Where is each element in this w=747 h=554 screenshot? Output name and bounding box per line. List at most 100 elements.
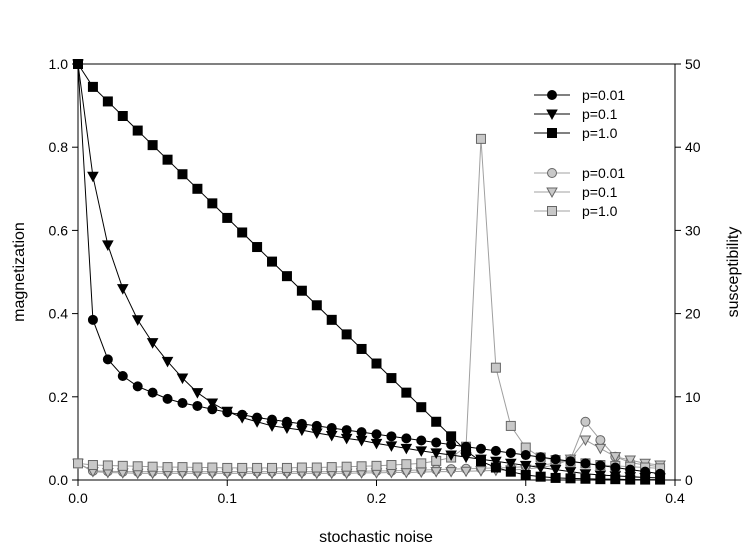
series-left-circle-point bbox=[87, 314, 98, 325]
series-left-triangle-down-point bbox=[490, 456, 502, 468]
series-left-circle-point bbox=[386, 431, 397, 442]
series-right-triangle-down-point bbox=[594, 443, 607, 455]
series-left-triangle-down-point bbox=[534, 462, 547, 474]
y-left-tick-label-0-0: 0.0 bbox=[49, 472, 69, 488]
series-left-square-point bbox=[416, 402, 427, 413]
y-right-tick-label-40: 40 bbox=[685, 139, 701, 155]
series-left-triangle-down-point bbox=[191, 388, 204, 399]
series-left-square-point bbox=[431, 416, 442, 427]
series-left-square-point bbox=[341, 329, 352, 340]
series-right-square-point bbox=[192, 462, 203, 473]
series-left-square-point bbox=[177, 169, 188, 180]
series-left-square-point bbox=[162, 154, 173, 165]
series-left-triangle-down-point bbox=[296, 425, 308, 437]
series-left-circle-point bbox=[416, 435, 427, 446]
series-right-square-point bbox=[296, 462, 307, 473]
series-left-triangle-down-point bbox=[340, 433, 353, 445]
legend-left-square-marker bbox=[547, 128, 557, 138]
series-left-circle-point bbox=[565, 456, 576, 467]
series-right-square-point bbox=[132, 461, 143, 472]
series-right-square-point bbox=[326, 462, 337, 473]
series-right-circle-point bbox=[595, 435, 606, 446]
series-left-circle-line bbox=[77, 63, 661, 475]
legend-left-square-label: p=1.0 bbox=[582, 125, 618, 141]
y-axis-left-label: magnetization bbox=[11, 222, 28, 322]
y-left-tick-label-0-2: 0.2 bbox=[49, 389, 69, 405]
y-right-tick-label-10: 10 bbox=[685, 389, 701, 405]
series-left-square-point bbox=[490, 462, 501, 473]
series-left-triangle-down-point bbox=[370, 438, 383, 450]
series-right-square-line bbox=[77, 138, 661, 469]
series-right-square-point bbox=[117, 460, 128, 471]
y-right-tick-label-20: 20 bbox=[685, 306, 701, 322]
series-left-square-point bbox=[446, 431, 457, 442]
series-left-triangle-down-point bbox=[311, 428, 323, 439]
series-left-square-point bbox=[386, 373, 397, 384]
series-right-square-point bbox=[102, 460, 113, 471]
series-left-triangle-down-point bbox=[131, 315, 144, 326]
legend: p=0.01 p=0.1 p=1.0 p=0.01 p=0.1 p=1.0 bbox=[534, 87, 625, 219]
legend-right-circle-label: p=0.01 bbox=[582, 165, 625, 181]
series-right-triangle-down-line bbox=[77, 439, 661, 474]
y-axis-right-label: susceptibility bbox=[725, 227, 742, 318]
series-left-square-point bbox=[625, 474, 636, 485]
series-left-circle bbox=[73, 59, 666, 479]
series-left-triangle-down-point bbox=[102, 240, 114, 251]
series-right-square-point bbox=[416, 458, 427, 469]
series-left-triangle-down-point bbox=[236, 413, 248, 424]
series-right-square-point bbox=[73, 458, 83, 469]
series-left-triangle-down-point bbox=[161, 356, 174, 368]
series-left-triangle-down-point bbox=[266, 421, 278, 432]
series-right-square-point bbox=[222, 462, 233, 473]
series-left-square-point bbox=[461, 445, 472, 456]
series-left-triangle-down-point bbox=[415, 446, 428, 457]
series-left-circle-point bbox=[117, 371, 128, 381]
series-left-circle-point bbox=[550, 454, 561, 465]
series-left-square-point bbox=[550, 472, 561, 483]
x-axis-label: stochastic noise bbox=[319, 529, 433, 546]
series-left-triangle-down-point bbox=[549, 465, 562, 476]
series-right-triangle-down-point bbox=[445, 467, 457, 478]
series-left-triangle-down bbox=[72, 59, 666, 484]
legend-left-circle-label: p=0.01 bbox=[582, 87, 625, 103]
y-right-tick-label-30: 30 bbox=[685, 222, 701, 238]
series-right-triangle-down-point bbox=[624, 455, 637, 467]
series-left-triangle-down-point bbox=[87, 171, 99, 183]
series-left-square-point bbox=[595, 474, 606, 485]
series-left-triangle-down-point bbox=[564, 467, 577, 478]
legend-right-circle-marker bbox=[547, 168, 557, 178]
series-left-triangle-down-point bbox=[281, 423, 293, 434]
series-layer bbox=[72, 59, 666, 485]
series-right-triangle-down-point bbox=[460, 466, 472, 478]
series-right-square-point bbox=[177, 462, 188, 473]
legend-right-square-label: p=1.0 bbox=[582, 203, 618, 219]
series-right-square-point bbox=[371, 460, 382, 471]
series-left-circle-point bbox=[341, 425, 352, 436]
series-right-square-point bbox=[147, 461, 158, 472]
series-right-square-point bbox=[356, 461, 367, 472]
y-right-tick-label-50: 50 bbox=[685, 56, 701, 72]
y-left-tick-label-1-0: 1.0 bbox=[49, 56, 69, 72]
series-left-square-point bbox=[311, 300, 322, 311]
series-left-circle-point bbox=[371, 429, 382, 440]
series-right-square-point bbox=[475, 133, 486, 144]
series-left-triangle-down-point bbox=[430, 448, 442, 459]
series-left-square-point bbox=[326, 314, 337, 325]
x-tick-label-0-4: 0.4 bbox=[665, 490, 685, 506]
series-left-square-point bbox=[475, 456, 486, 467]
series-left-square bbox=[73, 59, 666, 485]
series-left-triangle-down-point bbox=[221, 406, 234, 418]
series-left-square-point bbox=[535, 471, 546, 482]
series-left-square-point bbox=[565, 473, 576, 484]
series-left-square-point bbox=[371, 358, 382, 369]
series-left-circle-point bbox=[535, 452, 546, 463]
y-left-tick-label-0-4: 0.4 bbox=[49, 306, 69, 322]
series-right-square-point bbox=[311, 462, 322, 473]
series-left-triangle-down-point bbox=[116, 284, 129, 295]
series-right-square-point bbox=[252, 462, 263, 473]
series-left-square-point bbox=[237, 227, 248, 238]
legend-left-circle-marker bbox=[547, 90, 557, 100]
series-right-triangle-down-point bbox=[579, 435, 592, 447]
series-left-square-point bbox=[132, 125, 143, 136]
series-left-square-point bbox=[580, 473, 591, 484]
